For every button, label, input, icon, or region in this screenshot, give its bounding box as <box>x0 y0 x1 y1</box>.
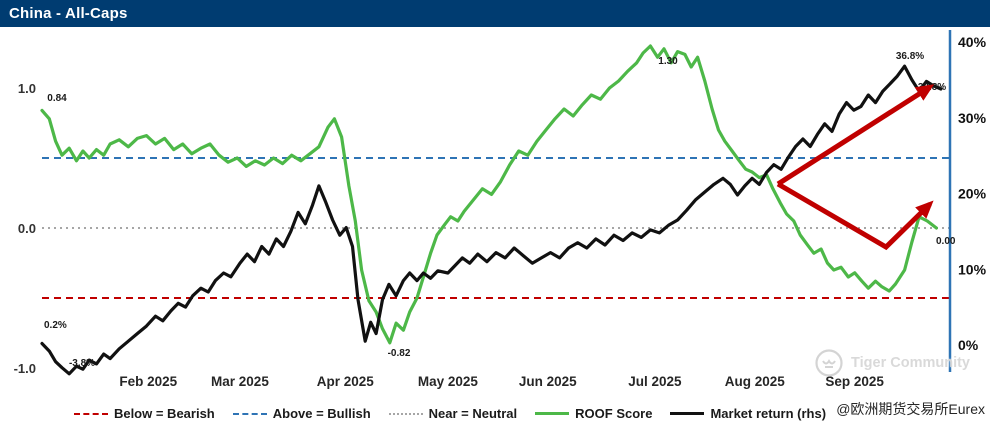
right-axis-tick-label: 10% <box>958 261 987 277</box>
tiger-watermark-text: Tiger Community <box>851 355 970 371</box>
legend-label: Above = Bullish <box>272 406 371 421</box>
legend-item: Market return (rhs) <box>670 406 826 421</box>
legend-item: Above = Bullish <box>232 406 371 421</box>
x-axis-tick-label: May 2025 <box>418 374 479 389</box>
data-label: 0.2% <box>44 320 67 331</box>
x-axis-tick-label: Jun 2025 <box>519 374 577 389</box>
x-axis-tick-label: Apr 2025 <box>317 374 375 389</box>
chart-title-bar: China - All-Caps <box>0 0 990 27</box>
x-axis-tick-label: Sep 2025 <box>825 374 884 389</box>
right-axis-tick-label: 40% <box>958 34 987 50</box>
legend-item: Near = Neutral <box>388 406 518 421</box>
legend-line-sample <box>670 412 705 415</box>
legend-item: Below = Bearish <box>73 406 215 421</box>
legend-line-sample <box>73 412 108 415</box>
roof-score-line <box>40 44 939 345</box>
right-axis-tick-label: 20% <box>958 186 987 202</box>
right-axis-tick-label: 30% <box>958 110 987 126</box>
x-axis-tick-label: Jul 2025 <box>628 374 682 389</box>
legend-label: ROOF Score <box>575 406 653 421</box>
x-axis-tick-label: Mar 2025 <box>211 374 269 389</box>
trend-arrow <box>776 181 934 251</box>
eurex-watermark: @欧洲期货交易所Eurex <box>836 401 985 417</box>
left-axis-tick-label: 0.0 <box>18 221 36 236</box>
left-axis-tick-label: -1.0 <box>14 361 36 376</box>
x-axis-tick-label: Aug 2025 <box>725 374 786 389</box>
right-axis-tick-label: 0% <box>958 337 979 353</box>
data-label: 1.30 <box>658 56 678 67</box>
x-axis-tick-label: Feb 2025 <box>119 374 177 389</box>
data-label: -0.82 <box>388 348 411 359</box>
legend-item: ROOF Score <box>535 406 652 421</box>
legend-line-sample <box>232 412 267 415</box>
left-axis-tick-label: 1.0 <box>18 81 36 96</box>
legend-line-sample <box>535 412 570 415</box>
tiger-community-watermark: Tiger Community <box>814 348 970 378</box>
market-return-line <box>40 64 943 376</box>
data-label: -3.8% <box>69 358 95 369</box>
legend-label: Near = Neutral <box>428 406 518 421</box>
trend-arrow <box>776 84 935 187</box>
data-label: 0.84 <box>47 93 67 104</box>
legend-label: Below = Bearish <box>113 406 215 421</box>
data-label: 36.8% <box>896 51 924 62</box>
chart-legend: Below = Bearish Above = Bullish Near = Neu… <box>0 406 900 421</box>
legend-line-sample <box>388 412 423 415</box>
data-label: 0.00 <box>936 236 956 247</box>
tiger-logo-icon <box>815 349 843 377</box>
legend-label: Market return (rhs) <box>710 406 827 421</box>
chart-title: China - All-Caps <box>9 5 128 22</box>
